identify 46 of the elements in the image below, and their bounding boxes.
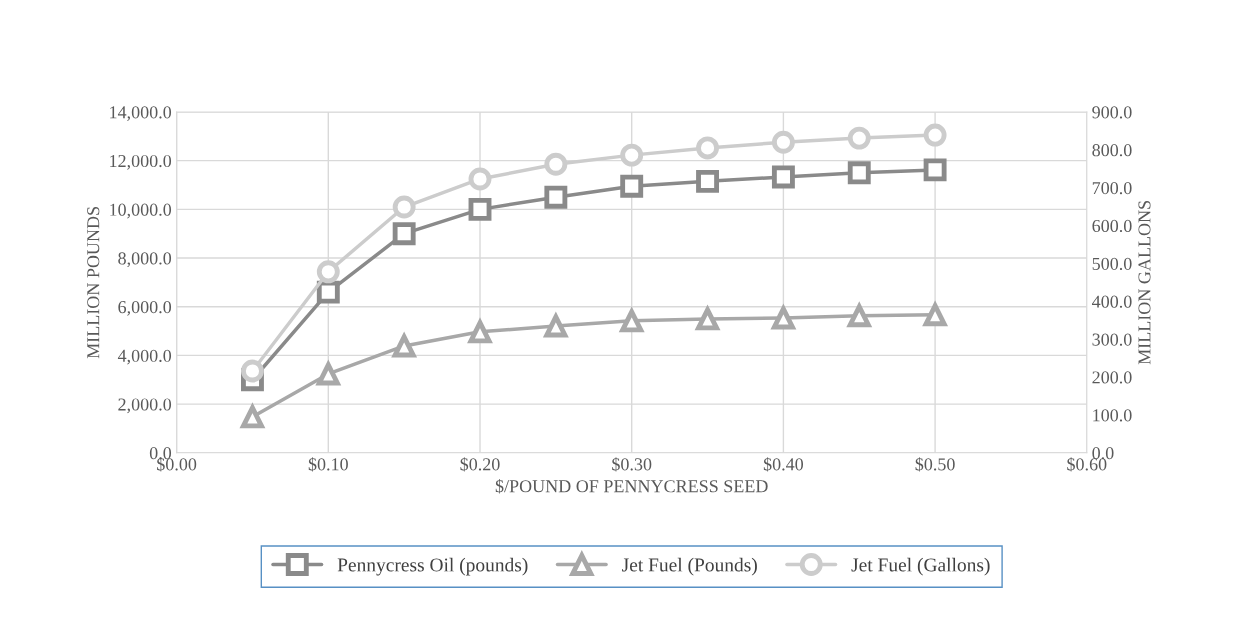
y-tick-label: 14,000.0: [110, 106, 172, 121]
point: [392, 195, 416, 219]
x-tick-label: $0.30: [612, 457, 652, 472]
point: [847, 126, 871, 150]
point: [771, 130, 795, 154]
y2-tick-label: 100.0: [1093, 409, 1132, 422]
point: [847, 161, 871, 185]
y-tick-label: 10,000.0: [110, 203, 172, 219]
x-tick-label: $0.50: [915, 457, 955, 472]
y-tick-label: 2,000.0: [118, 398, 172, 414]
y2-tick-label: 800.0: [1092, 144, 1132, 157]
point: [620, 174, 644, 198]
y2-tick-label: 700.0: [1092, 181, 1132, 195]
point: [620, 143, 644, 167]
y2-axis-title: MILLION GALLONS: [1138, 201, 1151, 365]
point: [392, 222, 416, 246]
y-axis-title: MILLION POUNDS: [87, 207, 100, 359]
legend-label: Jet Fuel (Gallons): [851, 557, 990, 576]
y2-tick-label: 200.0: [1092, 371, 1132, 384]
x-tick-label: $0.40: [763, 457, 804, 472]
point: [923, 123, 947, 147]
x-tick-label: $0.20: [460, 457, 500, 472]
y2-tick-label: 400.0: [1092, 295, 1132, 308]
point: [241, 359, 264, 383]
legend-label: Pennycress Oil (pounds): [337, 557, 528, 576]
point: [468, 167, 492, 191]
point: [468, 197, 492, 221]
point: [316, 260, 340, 284]
y-tick-label: 8,000.0: [118, 252, 172, 268]
y-tick-label: 12,000.0: [110, 154, 172, 170]
y2-tick-label: 300.0: [1092, 333, 1132, 346]
y2-tick-label: 900.0: [1092, 106, 1132, 119]
x-axis-title: $/POUND OF PENNYCRESS SEED: [495, 479, 768, 494]
y2-tick-label: 600.0: [1092, 219, 1132, 233]
point: [696, 136, 720, 160]
point: [544, 185, 568, 209]
legend-label: Jet Fuel (Pounds): [622, 557, 757, 576]
y2-tick-label: 500.0: [1092, 257, 1132, 270]
point: [696, 169, 720, 193]
point: [544, 152, 568, 176]
x-tick-label: $0.10: [308, 457, 348, 472]
point: [923, 158, 947, 182]
point: [316, 280, 340, 304]
y-tick-label: 4,000.0: [117, 349, 172, 365]
y-tick-label: 6,000.0: [118, 300, 172, 316]
point: [771, 165, 795, 189]
